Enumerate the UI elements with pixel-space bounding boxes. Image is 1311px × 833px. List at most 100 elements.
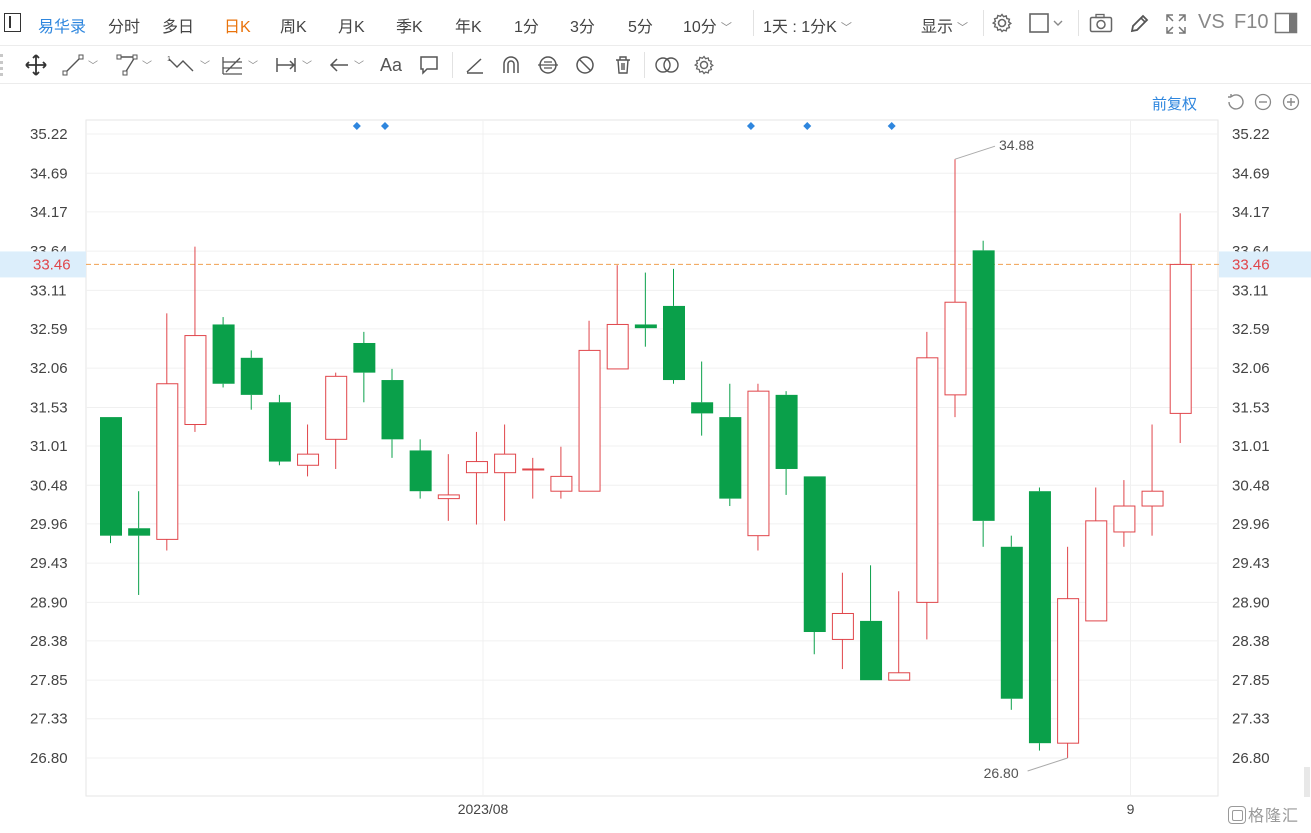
y-tick-label-right: 34.69 bbox=[1232, 165, 1270, 182]
candle-body bbox=[128, 528, 151, 536]
chevron-down-icon: ﹀ bbox=[840, 22, 852, 34]
y-tick-label-right: 32.59 bbox=[1232, 321, 1270, 338]
vs-compare-button[interactable]: VS bbox=[1198, 11, 1225, 33]
candle-body bbox=[494, 453, 517, 474]
tab-yearly-k[interactable]: 年K bbox=[455, 19, 482, 36]
gear-icon[interactable] bbox=[693, 46, 715, 84]
compare-tool-icon[interactable] bbox=[654, 46, 680, 84]
candle bbox=[100, 417, 122, 544]
current-price-label-left: 33.46 bbox=[33, 256, 71, 273]
candle bbox=[634, 272, 657, 347]
tab-quarterly-k[interactable]: 季K bbox=[396, 19, 423, 36]
trash-icon[interactable] bbox=[612, 46, 634, 84]
plot-frame bbox=[85, 119, 1219, 797]
current-price-label-right: 33.46 bbox=[1232, 256, 1270, 273]
candle-body bbox=[550, 475, 573, 492]
candle bbox=[325, 372, 348, 469]
candle bbox=[1057, 546, 1080, 758]
fullscreen-icon[interactable] bbox=[1165, 13, 1187, 40]
event-marker-icon bbox=[352, 122, 361, 130]
candle bbox=[1169, 213, 1192, 444]
wave-tool-icon[interactable]: 1 ﹀ bbox=[166, 46, 210, 84]
range-tool-icon[interactable]: ﹀ bbox=[274, 46, 312, 84]
candle bbox=[437, 454, 460, 521]
link-tool-icon[interactable] bbox=[536, 46, 560, 84]
text-tool-icon[interactable]: Aa bbox=[380, 54, 403, 75]
scrollbar[interactable] bbox=[1304, 767, 1310, 797]
panel-layout-icon[interactable] bbox=[1274, 12, 1298, 39]
tab-multi-day[interactable]: 多日 bbox=[162, 19, 195, 36]
y-tick-label-left: 28.90 bbox=[30, 594, 68, 611]
candle-body bbox=[1169, 263, 1192, 414]
candle bbox=[550, 446, 573, 499]
y-tick-label-left: 34.17 bbox=[30, 204, 68, 221]
candle-body bbox=[240, 357, 263, 395]
divider bbox=[753, 10, 754, 36]
candle bbox=[268, 394, 291, 466]
candle-body bbox=[663, 305, 685, 381]
tab-intraday[interactable]: 分时 bbox=[108, 19, 141, 36]
price-adjust-select[interactable]: 前复权 bbox=[1152, 96, 1198, 113]
arrow-tool-icon[interactable]: ﹀ bbox=[328, 46, 364, 84]
line-tool-icon[interactable]: ﹀ bbox=[62, 46, 98, 84]
zoom-in-icon[interactable] bbox=[1282, 93, 1300, 111]
pencil-icon[interactable] bbox=[1128, 13, 1150, 40]
candle-body bbox=[1057, 598, 1080, 744]
y-tick-label-right: 35.22 bbox=[1232, 126, 1270, 143]
sidebar-toggle-icon[interactable] bbox=[4, 13, 21, 32]
color-select[interactable] bbox=[1029, 13, 1065, 38]
f10-button[interactable]: F10 bbox=[1234, 11, 1269, 33]
move-tool-icon[interactable] bbox=[24, 46, 48, 84]
chevron-down-icon: ﹀ bbox=[200, 60, 210, 72]
fib-tool-icon[interactable]: ﹀ bbox=[220, 46, 258, 84]
zoom-out-icon[interactable] bbox=[1254, 93, 1272, 111]
x-tick-label: 9 bbox=[1127, 801, 1135, 817]
candle bbox=[297, 424, 320, 477]
tab-1min[interactable]: 1分 bbox=[514, 19, 539, 36]
y-tick-label-left: 30.48 bbox=[30, 477, 68, 494]
candle bbox=[691, 361, 714, 436]
y-tick-label-left: 33.11 bbox=[30, 282, 66, 299]
settings-icon[interactable] bbox=[991, 12, 1013, 39]
tab-10min[interactable]: 10分 ﹀ bbox=[683, 13, 732, 37]
y-tick-label-right: 27.85 bbox=[1232, 672, 1270, 689]
candle bbox=[944, 159, 967, 418]
camera-icon[interactable] bbox=[1089, 13, 1113, 38]
chevron-down-icon: ﹀ bbox=[957, 22, 969, 34]
candle-body bbox=[1000, 546, 1023, 699]
watermark: 格隆汇 bbox=[1228, 802, 1299, 826]
y-tick-label-left: 26.80 bbox=[30, 750, 68, 767]
stock-name[interactable]: 易华录 bbox=[38, 19, 87, 36]
candle-body bbox=[578, 349, 601, 492]
candle bbox=[972, 240, 995, 547]
polyline-tool-icon[interactable]: ﹀ bbox=[116, 46, 152, 84]
tab-monthly-k[interactable]: 月K bbox=[338, 19, 365, 36]
svg-text:1: 1 bbox=[167, 56, 171, 63]
candle-body bbox=[916, 357, 939, 603]
y-tick-label-right: 34.17 bbox=[1232, 204, 1270, 221]
candle-body bbox=[184, 335, 207, 426]
candle bbox=[916, 331, 939, 640]
display-select[interactable]: 显示 ﹀ bbox=[921, 13, 968, 37]
event-marker-icon bbox=[887, 122, 896, 130]
tab-weekly-k[interactable]: 周K bbox=[280, 19, 307, 36]
hide-drawings-icon[interactable] bbox=[574, 46, 596, 84]
tab-3min[interactable]: 3分 bbox=[570, 19, 595, 36]
note-tool-icon[interactable] bbox=[418, 46, 440, 84]
candle-body bbox=[325, 375, 348, 440]
y-tick-label-right: 33.11 bbox=[1232, 282, 1268, 299]
y-tick-label-left: 28.38 bbox=[30, 633, 68, 650]
candle-body bbox=[156, 383, 179, 540]
tab-5min[interactable]: 5分 bbox=[628, 19, 653, 36]
reset-zoom-icon[interactable] bbox=[1226, 93, 1244, 111]
magnet-tool-icon[interactable] bbox=[500, 46, 522, 84]
drag-handle-icon[interactable] bbox=[0, 54, 8, 76]
tab-daily-k[interactable]: 日K bbox=[224, 19, 251, 36]
candle-body bbox=[100, 417, 122, 536]
y-tick-label-right: 30.48 bbox=[1232, 477, 1270, 494]
ruler-tool-icon[interactable] bbox=[464, 46, 486, 84]
chevron-down-icon: ﹀ bbox=[88, 60, 98, 72]
interval-select[interactable]: 1天 : 1分K ﹀ bbox=[763, 13, 852, 37]
divider bbox=[452, 52, 453, 78]
